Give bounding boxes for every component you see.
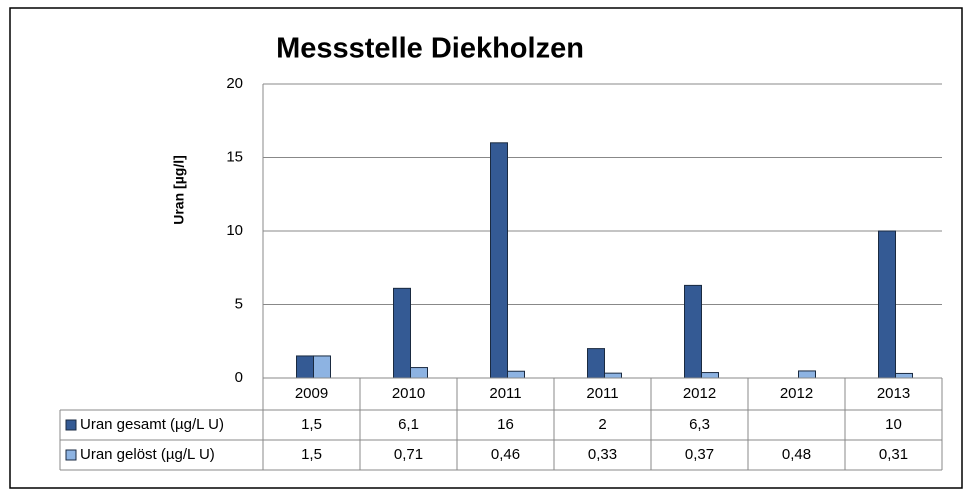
bar [798, 370, 816, 379]
bar [393, 287, 411, 379]
x-tick-label: 2013 [877, 385, 910, 402]
bar [490, 142, 508, 379]
y-tick-label: 20 [226, 75, 243, 92]
y-axis-title: Uran [µg/l] [171, 155, 187, 225]
x-tick-label: 2009 [295, 385, 328, 402]
data-table-value: 6,1 [398, 416, 419, 433]
bar [684, 284, 702, 379]
data-table-value: 0,31 [879, 446, 908, 463]
data-table-value: 1,5 [301, 446, 322, 463]
data-table-value: 2 [598, 416, 606, 433]
data-table-value: 0,71 [394, 446, 423, 463]
x-tick-label: 2012 [683, 385, 716, 402]
y-tick-label: 10 [226, 222, 243, 239]
chart-title: Messstelle Diekholzen [276, 33, 584, 65]
legend-label: Uran gesamt (µg/L U) [80, 416, 224, 433]
bar [296, 355, 314, 379]
data-table-value: 0,37 [685, 446, 714, 463]
data-table-value: 0,33 [588, 446, 617, 463]
legend-key [65, 449, 77, 461]
x-tick-label: 2012 [780, 385, 813, 402]
x-tick-label: 2010 [392, 385, 425, 402]
bar [604, 372, 622, 379]
data-table-value: 10 [885, 416, 902, 433]
bar [895, 372, 913, 379]
bar [410, 367, 428, 379]
bar [878, 230, 896, 379]
data-table-value: 1,5 [301, 416, 322, 433]
bar [507, 370, 525, 379]
legend-label: Uran gelöst (µg/L U) [80, 446, 215, 463]
y-tick-label: 0 [235, 369, 243, 386]
bar [701, 372, 719, 379]
data-table-value: 0,46 [491, 446, 520, 463]
data-table-value: 16 [497, 416, 514, 433]
x-tick-label: 2011 [489, 385, 521, 402]
y-tick-label: 5 [235, 295, 243, 312]
x-tick-label: 2011 [586, 385, 618, 402]
data-table-value: 0,48 [782, 446, 811, 463]
bar [313, 355, 331, 379]
y-tick-label: 15 [226, 148, 243, 165]
data-table-value: 6,3 [689, 416, 710, 433]
bar [587, 348, 605, 379]
chart-frame [9, 7, 963, 489]
legend-key [65, 419, 77, 431]
